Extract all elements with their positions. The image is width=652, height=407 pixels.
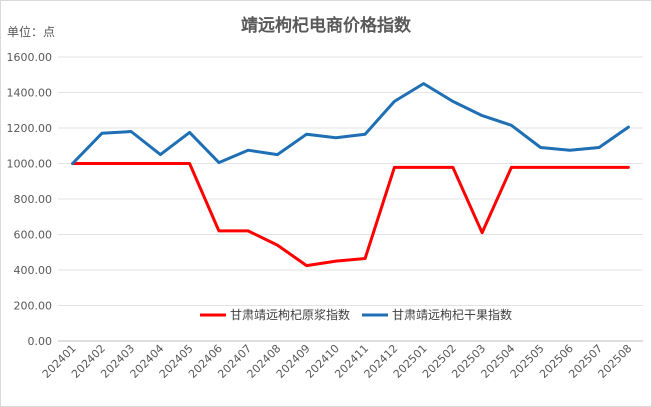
legend-label-1: 甘肃靖远枸杞原浆指数 bbox=[230, 307, 350, 322]
y-tick-label: 200.00 bbox=[14, 300, 53, 313]
series-line-2 bbox=[71, 82, 630, 165]
y-tick-label: 0.00 bbox=[28, 335, 53, 348]
series-line-1 bbox=[71, 162, 630, 268]
y-tick-label: 1200.00 bbox=[7, 122, 53, 135]
legend-label-2: 甘肃靖远枸杞干果指数 bbox=[392, 307, 512, 322]
y-tick-label: 1400.00 bbox=[7, 87, 53, 100]
y-tick-label: 1000.00 bbox=[7, 158, 53, 171]
chart-title: 靖远枸杞电商价格指数 bbox=[241, 16, 411, 36]
unit-label: 单位：点 bbox=[7, 25, 56, 39]
y-tick-label: 600.00 bbox=[14, 229, 53, 242]
y-tick-label: 1600.00 bbox=[7, 51, 53, 64]
y-tick-label: 800.00 bbox=[14, 193, 53, 206]
y-tick-label: 400.00 bbox=[14, 264, 53, 277]
